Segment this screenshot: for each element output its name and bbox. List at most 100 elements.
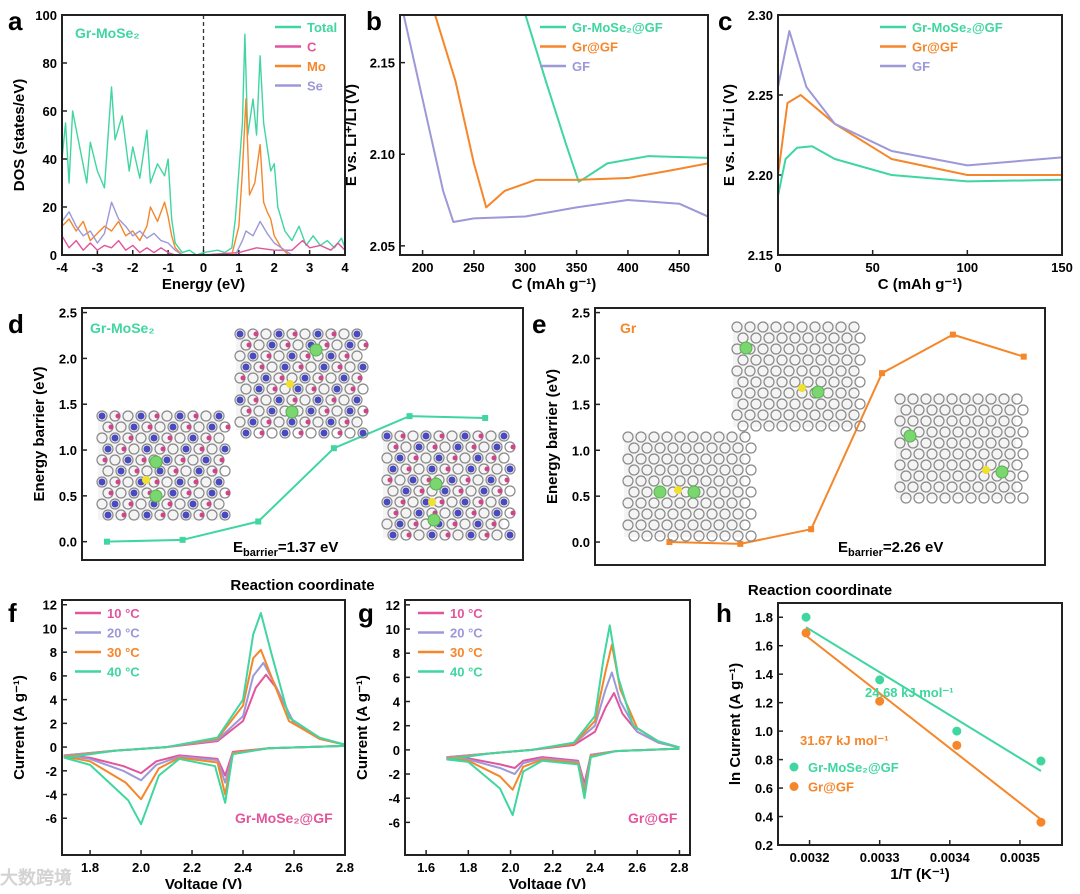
y-tick-label: 0.2 [755, 838, 773, 853]
carbon-ring [628, 464, 640, 476]
plot-frame [777, 14, 1063, 256]
carbon-ring [128, 509, 140, 521]
mo-atom [441, 487, 449, 495]
x-tick-label: 150 [1051, 260, 1073, 275]
carbon-ring [622, 519, 634, 531]
annotation: Gr-MoSe₂ [75, 25, 140, 41]
carbon-ring [796, 321, 808, 333]
carbon-ring [809, 365, 821, 377]
mo-atom [467, 465, 475, 473]
carbon-ring [959, 393, 971, 405]
carbon-ring [770, 387, 782, 399]
se-atom [102, 457, 108, 463]
x-axis-label: C (mAh g⁻¹) [512, 276, 597, 293]
carbon-ring [776, 398, 788, 410]
carbon-ring [305, 405, 317, 417]
carbon-ring [900, 448, 912, 460]
plot-frame [594, 307, 1046, 566]
carbon-ring [167, 443, 179, 455]
carbon-ring [745, 464, 757, 476]
mo-atom [104, 511, 112, 519]
se-atom [246, 342, 252, 348]
y-tick-label: 4 [393, 695, 401, 710]
data-point [801, 628, 811, 638]
carbon-ring [279, 427, 291, 439]
series-line-40 °C [446, 624, 680, 817]
carbon-ring [413, 529, 425, 541]
mo-atom [143, 445, 151, 453]
carbon-ring [674, 519, 686, 531]
y-tick-label: 2.5 [572, 306, 590, 321]
series-line-GF [778, 30, 1062, 167]
carbon-ring [700, 475, 712, 487]
panel-label: b [366, 6, 382, 36]
carbon-ring [972, 393, 984, 405]
se-atom [154, 413, 160, 419]
carbon-ring [641, 442, 653, 454]
carbon-ring [744, 321, 756, 333]
carbon-ring [641, 486, 653, 498]
carbon-ring [413, 507, 425, 519]
se-atom [445, 466, 451, 472]
carbon-ring [635, 519, 647, 531]
carbon-ring [985, 415, 997, 427]
carbon-ring [965, 492, 977, 504]
carbon-ring [622, 453, 634, 465]
mo-atom [353, 396, 361, 404]
carbon-ring [750, 332, 762, 344]
carbon-ring [648, 431, 660, 443]
panel-label: a [8, 6, 23, 36]
carbon-ring [351, 350, 363, 362]
carbon-ring [700, 453, 712, 465]
atomic-structure-image [731, 321, 866, 432]
y-tick-label: 0 [50, 740, 57, 755]
carbon-ring [459, 430, 471, 442]
note-main: E [233, 539, 243, 556]
se-atom [154, 479, 160, 485]
se-atom [134, 468, 140, 474]
se-atom [350, 386, 356, 392]
series-line-Se [62, 201, 345, 255]
carbon-ring [465, 463, 477, 475]
carbon-ring [167, 421, 179, 433]
carbon-ring [998, 393, 1010, 405]
se-atom [160, 446, 166, 452]
carbon-ring [907, 459, 919, 471]
se-atom [160, 512, 166, 518]
se-atom [478, 433, 484, 439]
y-tick-label: 0.5 [59, 489, 77, 504]
se-atom [298, 430, 304, 436]
carbon-ring [854, 376, 866, 388]
se-atom [266, 419, 272, 425]
mo-atom [301, 374, 309, 382]
carbon-ring [667, 530, 679, 542]
panel-label: e [532, 309, 546, 339]
carbon-ring [96, 410, 108, 422]
x-tick-label: 0.0033 [860, 850, 900, 865]
carbon-ring [115, 421, 127, 433]
note-main: E [838, 539, 848, 556]
carbon-ring [854, 398, 866, 410]
y-tick-label: 8 [393, 646, 400, 661]
carbon-ring [965, 448, 977, 460]
carbon-ring [835, 409, 847, 421]
carbon-ring [200, 454, 212, 466]
carbon-ring [926, 470, 938, 482]
carbon-ring [446, 496, 458, 508]
mo-atom [454, 443, 462, 451]
se-atom [180, 457, 186, 463]
legend-label: Gr@GF [572, 40, 618, 55]
x-axis-label: 1/T (K⁻¹) [890, 866, 950, 883]
y-tick-label: 0.5 [572, 489, 590, 504]
carbon-ring [478, 485, 490, 497]
mo-atom [281, 429, 289, 437]
se-atom [167, 501, 173, 507]
x-axis-label: Reaction coordinate [230, 577, 374, 594]
mo-atom [461, 432, 469, 440]
carbon-ring [312, 416, 324, 428]
y-axis-label: DOS (states/eV) [11, 79, 28, 192]
mo-atom [506, 465, 514, 473]
mo-atom [415, 443, 423, 451]
carbon-ring [667, 442, 679, 454]
